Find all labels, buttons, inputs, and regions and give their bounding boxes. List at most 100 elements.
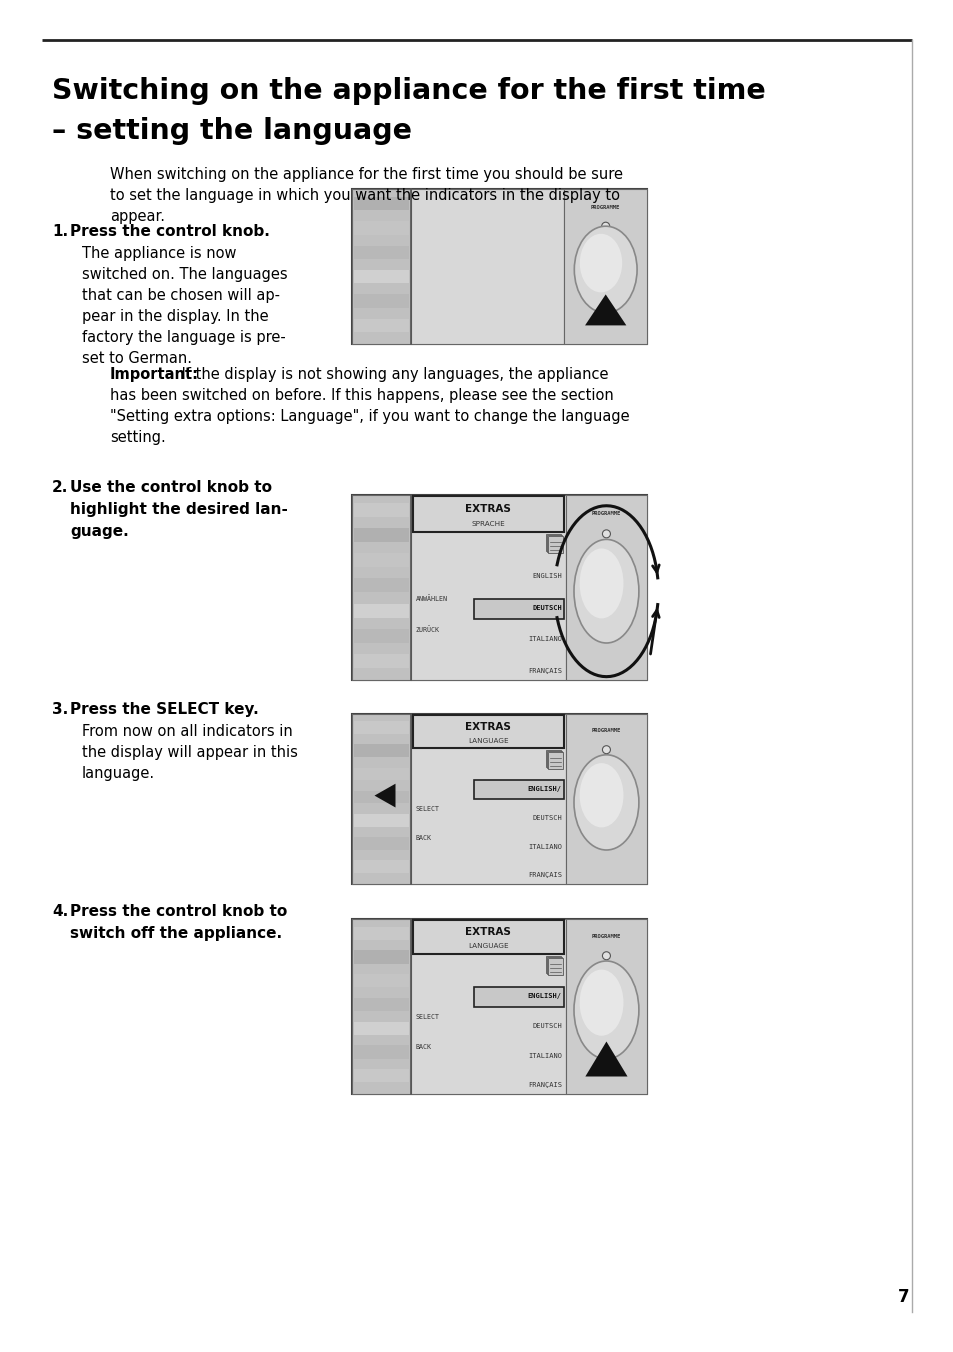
Text: factory the language is pre-: factory the language is pre- <box>82 330 286 345</box>
Text: to set the language in which you want the indicators in the display to: to set the language in which you want th… <box>110 188 619 203</box>
Text: switch off the appliance.: switch off the appliance. <box>70 926 282 941</box>
Text: switched on. The languages: switched on. The languages <box>82 266 287 283</box>
Bar <box>547 752 562 769</box>
Bar <box>354 926 409 940</box>
Text: pear in the display. In the: pear in the display. In the <box>82 310 269 324</box>
Bar <box>547 535 562 553</box>
Circle shape <box>601 952 610 960</box>
Polygon shape <box>585 1041 627 1076</box>
Bar <box>474 599 563 619</box>
Text: SELECT: SELECT <box>416 1014 439 1019</box>
Bar <box>565 919 646 1094</box>
Text: LANGUAGE: LANGUAGE <box>468 944 508 949</box>
Bar <box>354 975 409 987</box>
Bar <box>474 780 563 799</box>
Bar <box>545 956 560 973</box>
Text: DEUTSCH: DEUTSCH <box>532 604 561 611</box>
Text: Important:: Important: <box>110 366 199 383</box>
Text: LANGUAGE: LANGUAGE <box>468 738 508 744</box>
Text: the display will appear in this: the display will appear in this <box>82 745 297 760</box>
Bar <box>354 529 409 542</box>
Ellipse shape <box>579 549 623 618</box>
Bar <box>411 714 565 884</box>
Bar <box>354 553 409 568</box>
Text: BACK: BACK <box>416 1044 432 1049</box>
Text: When switching on the appliance for the first time you should be sure: When switching on the appliance for the … <box>110 168 622 183</box>
Ellipse shape <box>579 763 623 827</box>
Bar <box>354 837 409 849</box>
Text: ZURÜCK: ZURÜCK <box>416 626 439 634</box>
Text: EXTRAS: EXTRAS <box>465 927 511 937</box>
Bar <box>352 189 411 343</box>
Text: appear.: appear. <box>110 210 165 224</box>
Bar <box>354 503 409 516</box>
Ellipse shape <box>574 961 639 1059</box>
Bar <box>546 535 561 552</box>
Text: PROGRAMME: PROGRAMME <box>591 729 620 734</box>
Bar <box>354 603 409 618</box>
Bar <box>354 1045 409 1059</box>
Circle shape <box>601 746 610 753</box>
Text: that can be chosen will ap-: that can be chosen will ap- <box>82 288 280 303</box>
Text: ENGLISH/: ENGLISH/ <box>527 786 561 792</box>
Text: ITALIANO: ITALIANO <box>527 637 561 642</box>
Text: PROGRAMME: PROGRAMME <box>591 206 619 210</box>
Bar <box>411 189 564 343</box>
Text: If the display is not showing any languages, the appliance: If the display is not showing any langua… <box>177 366 608 383</box>
Bar <box>354 629 409 642</box>
Bar <box>354 860 409 873</box>
Bar <box>411 495 565 680</box>
Text: language.: language. <box>82 767 155 781</box>
Text: ENGLISH: ENGLISH <box>532 573 561 580</box>
Bar <box>354 950 409 964</box>
Text: highlight the desired lan-: highlight the desired lan- <box>70 502 288 516</box>
Text: EXTRAS: EXTRAS <box>465 722 511 731</box>
Bar <box>545 750 560 767</box>
Text: ITALIANO: ITALIANO <box>527 1052 561 1059</box>
Bar <box>354 1022 409 1034</box>
Text: SPRACHE: SPRACHE <box>471 521 505 527</box>
Text: SELECT: SELECT <box>416 806 439 813</box>
Text: – setting the language: – setting the language <box>52 118 412 145</box>
Bar <box>352 189 646 343</box>
Bar <box>352 495 646 680</box>
Polygon shape <box>375 784 395 807</box>
Bar <box>354 814 409 826</box>
Text: The appliance is now: The appliance is now <box>82 246 236 261</box>
Bar <box>546 957 561 973</box>
Text: Switching on the appliance for the first time: Switching on the appliance for the first… <box>52 77 765 105</box>
Text: Use the control knob to: Use the control knob to <box>70 480 272 495</box>
Text: guage.: guage. <box>70 525 129 539</box>
Bar <box>547 959 562 975</box>
Circle shape <box>601 530 610 538</box>
Text: ITALIANO: ITALIANO <box>527 844 561 849</box>
Bar <box>413 715 563 748</box>
Bar <box>352 919 411 1094</box>
Bar <box>354 222 409 235</box>
Bar <box>354 998 409 1011</box>
Bar <box>474 987 563 1007</box>
Polygon shape <box>584 295 626 326</box>
Text: 4.: 4. <box>52 904 69 919</box>
Bar <box>564 189 646 343</box>
Text: 2.: 2. <box>52 480 69 495</box>
Text: has been switched on before. If this happens, please see the section: has been switched on before. If this hap… <box>110 388 613 403</box>
Text: DEUTSCH: DEUTSCH <box>532 1022 561 1029</box>
Ellipse shape <box>574 539 639 644</box>
Text: FRANÇAIS: FRANÇAIS <box>527 872 561 879</box>
Bar <box>354 197 409 211</box>
Bar <box>352 714 646 884</box>
Bar <box>354 579 409 592</box>
Text: Press the control knob to: Press the control knob to <box>70 904 287 919</box>
Bar <box>354 319 409 333</box>
Bar <box>354 745 409 757</box>
Bar <box>413 919 563 955</box>
Text: setting.: setting. <box>110 430 166 445</box>
Text: 1.: 1. <box>52 224 68 239</box>
Bar <box>354 768 409 780</box>
Text: Press the SELECT key.: Press the SELECT key. <box>70 702 258 717</box>
Bar <box>413 496 563 531</box>
Bar <box>352 495 411 680</box>
Ellipse shape <box>579 969 623 1036</box>
Text: FRANÇAIS: FRANÇAIS <box>527 1082 561 1088</box>
